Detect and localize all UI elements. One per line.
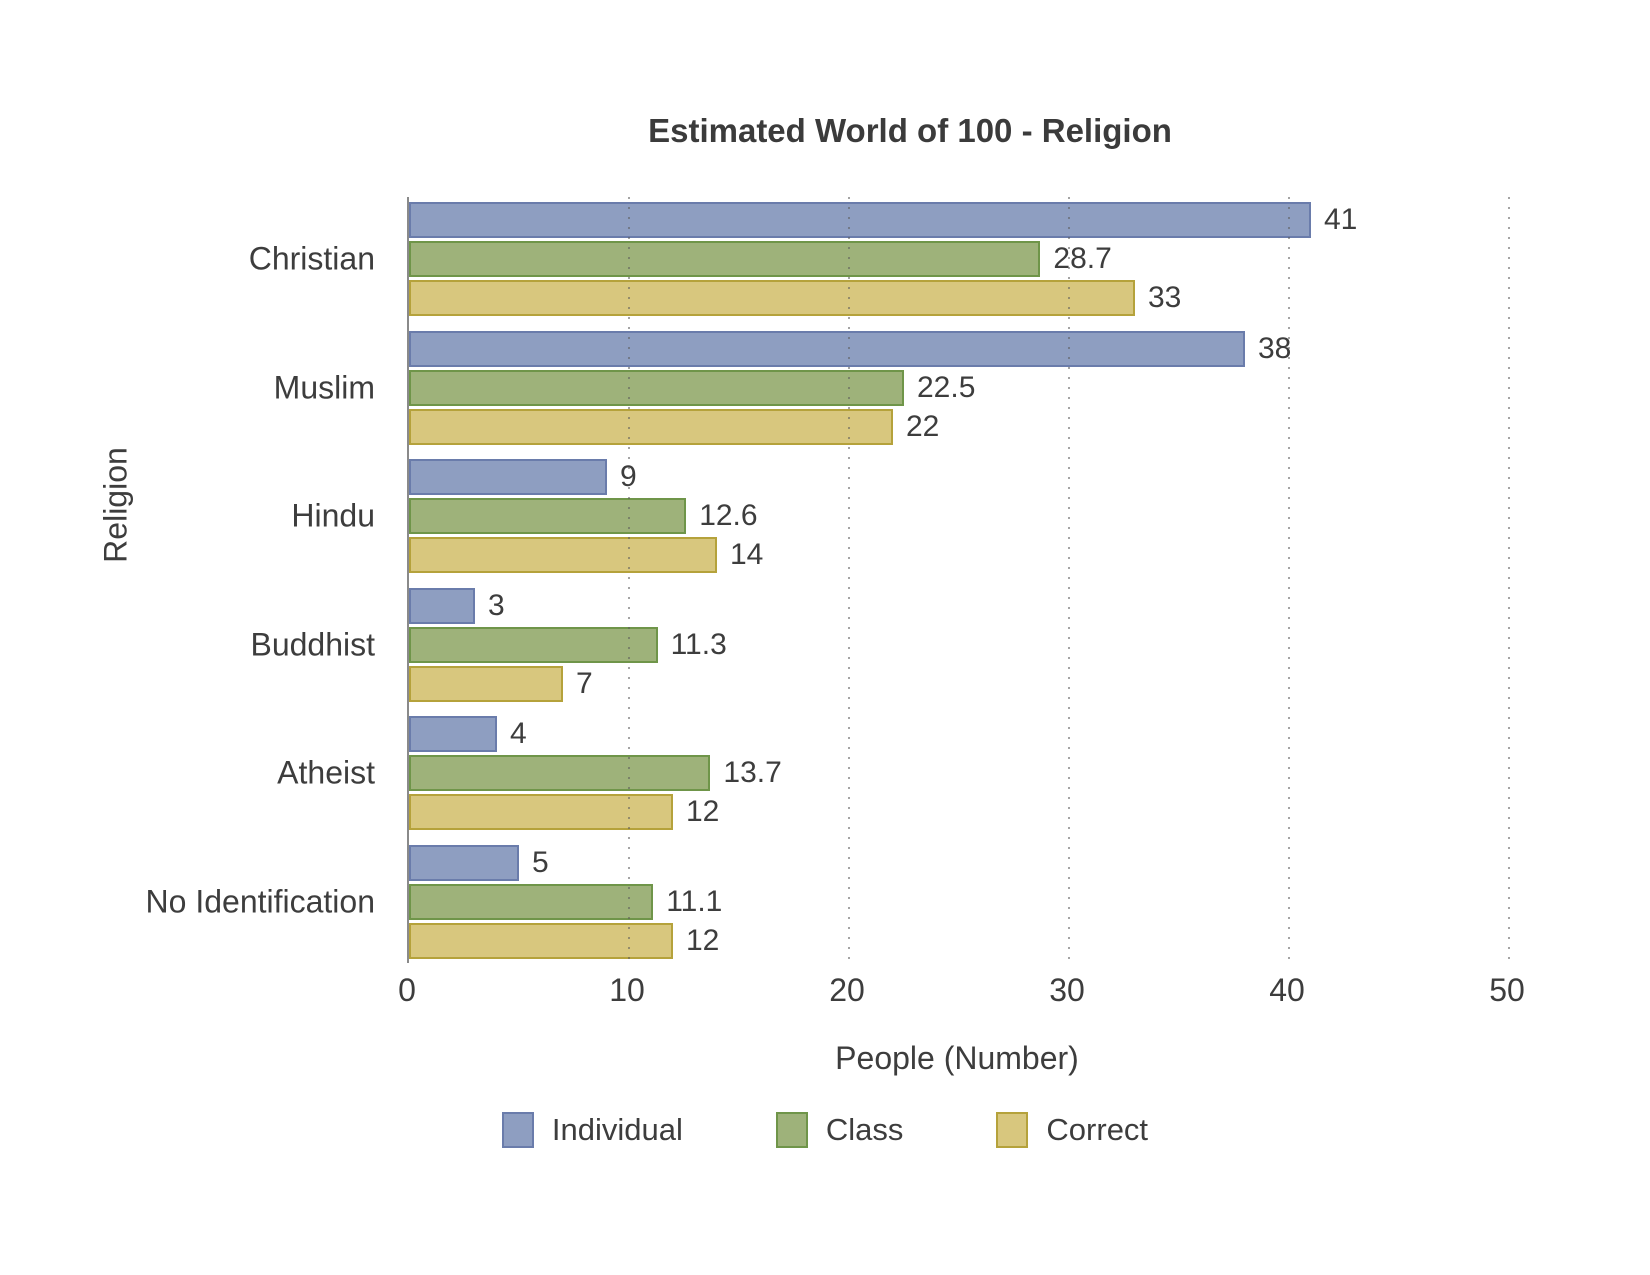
legend-item-correct: Correct <box>996 1112 1148 1148</box>
x-tick-20: 20 <box>829 972 865 1008</box>
gridline-10 <box>628 197 630 963</box>
bar-row-individual-atheist: 4 <box>409 716 1522 752</box>
bar-correct-christian <box>409 280 1135 316</box>
category-label-muslim: Muslim <box>273 369 375 405</box>
bar-class-atheist <box>409 755 711 791</box>
x-tick-10: 10 <box>609 972 645 1008</box>
bar-row-correct-hindu: 14 <box>409 537 1522 573</box>
x-tick-50: 50 <box>1489 972 1525 1008</box>
bar-class-no-identification <box>409 883 654 920</box>
x-tick-40: 40 <box>1269 972 1305 1008</box>
bar-row-individual-muslim: 38 <box>409 330 1522 367</box>
category-label-buddhist: Buddhist <box>250 626 375 662</box>
bar-row-class-hindu: 12.6 <box>409 498 1522 534</box>
bar-class-buddhist <box>409 626 658 663</box>
bar-value-label: 7 <box>576 666 593 700</box>
bar-row-correct-buddhist: 7 <box>409 665 1522 702</box>
bar-value-label: 33 <box>1148 281 1182 314</box>
legend: Individual Class Correct <box>0 1112 1650 1148</box>
bar-row-correct-atheist: 12 <box>409 794 1522 830</box>
bar-class-christian <box>409 241 1041 277</box>
legend-label-correct: Correct <box>1046 1112 1149 1147</box>
bar-value-label: 3 <box>488 588 505 622</box>
bar-row-class-buddhist: 11.3 <box>409 626 1522 663</box>
bar-class-hindu <box>409 498 687 534</box>
legend-item-individual: Individual <box>501 1112 683 1148</box>
gridline-50 <box>1508 197 1510 963</box>
bar-row-correct-muslim: 22 <box>409 408 1522 445</box>
category-label-christian: Christian <box>248 240 375 277</box>
x-tick-0: 0 <box>398 972 416 1008</box>
bar-individual-buddhist <box>409 587 475 624</box>
bar-value-label: 4 <box>510 717 527 750</box>
bar-individual-atheist <box>409 716 497 752</box>
bar-individual-hindu <box>409 459 607 495</box>
bar-correct-muslim <box>409 408 893 445</box>
category-label-atheist: Atheist <box>277 754 375 791</box>
legend-swatch-correct <box>996 1112 1029 1148</box>
bar-value-label: 12 <box>686 923 720 957</box>
bar-value-label: 38 <box>1258 331 1292 365</box>
bar-individual-christian <box>409 202 1311 238</box>
bar-value-label: 22.5 <box>917 370 976 404</box>
x-axis-title: People (Number) <box>835 1040 1079 1076</box>
bar-correct-buddhist <box>409 665 563 702</box>
legend-item-class: Class <box>775 1112 904 1148</box>
plot-area: 4128.7333822.522912.614311.37413.712511.… <box>407 197 1522 963</box>
bar-individual-no-identification <box>409 844 519 881</box>
bar-correct-hindu <box>409 537 717 573</box>
bar-individual-muslim <box>409 330 1245 367</box>
chart-title: Estimated World of 100 - Religion <box>648 112 1172 149</box>
category-label-hindu: Hindu <box>291 497 375 534</box>
bar-value-label: 5 <box>532 845 549 879</box>
bar-value-label: 12.6 <box>699 499 758 532</box>
bar-value-label: 13.7 <box>723 756 782 789</box>
gridline-30 <box>1068 197 1070 963</box>
bar-value-label: 11.1 <box>666 884 723 918</box>
bar-value-label: 14 <box>730 538 764 571</box>
gridline-40 <box>1288 197 1290 963</box>
bar-correct-atheist <box>409 794 673 830</box>
bar-row-individual-christian: 41 <box>409 202 1522 238</box>
bar-row-class-muslim: 22.5 <box>409 369 1522 406</box>
bar-row-correct-no-identification: 12 <box>409 922 1522 959</box>
legend-label-individual: Individual <box>551 1112 683 1147</box>
bar-value-label: 41 <box>1324 203 1358 236</box>
legend-swatch-class <box>775 1112 808 1148</box>
legend-swatch-individual <box>501 1112 534 1148</box>
bar-row-class-atheist: 13.7 <box>409 755 1522 791</box>
bar-value-label: 12 <box>686 795 720 828</box>
bar-row-individual-buddhist: 3 <box>409 587 1522 624</box>
bar-row-class-christian: 28.7 <box>409 241 1522 277</box>
category-label-no-identification: No Identification <box>145 883 375 919</box>
bar-value-label: 22 <box>906 409 940 443</box>
bar-row-individual-hindu: 9 <box>409 459 1522 495</box>
gridline-20 <box>848 197 850 963</box>
bar-value-label: 28.7 <box>1053 242 1112 275</box>
bar-class-muslim <box>409 369 904 406</box>
bar-row-correct-christian: 33 <box>409 280 1522 316</box>
bar-row-individual-no-identification: 5 <box>409 844 1522 881</box>
bar-value-label: 11.3 <box>670 627 727 661</box>
bar-correct-no-identification <box>409 922 673 959</box>
legend-label-class: Class <box>825 1112 904 1147</box>
x-tick-30: 30 <box>1049 972 1085 1008</box>
bar-row-class-no-identification: 11.1 <box>409 883 1522 920</box>
